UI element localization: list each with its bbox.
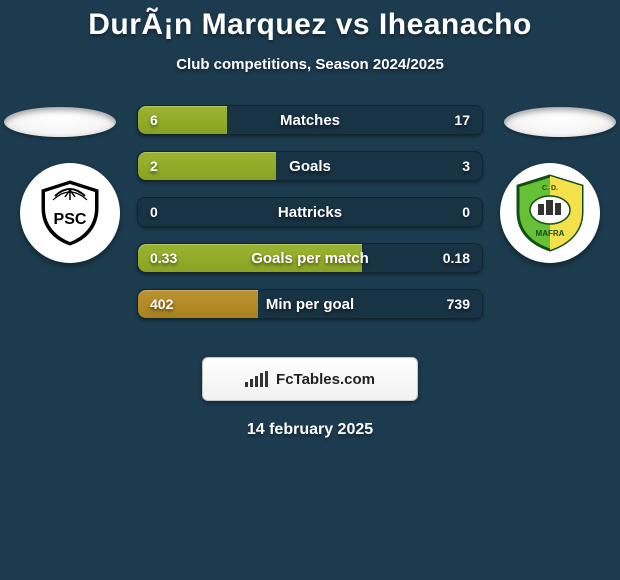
stat-right-value: 3 [450, 152, 482, 180]
date-label: 14 february 2025 [0, 421, 620, 439]
stat-right-value: 0.18 [431, 244, 482, 272]
bars-icon [245, 371, 268, 387]
stat-right-value: 17 [442, 106, 482, 134]
stat-row: 6 Matches 17 [137, 105, 483, 135]
stat-left-value: 402 [138, 290, 185, 318]
page-title: DurÃ¡n Marquez vs Iheanacho [0, 0, 620, 42]
svg-text:MAFRA: MAFRA [536, 229, 565, 238]
stat-left-value: 0 [138, 198, 170, 226]
stat-left-value: 0.33 [138, 244, 189, 272]
stat-right-value: 0 [450, 198, 482, 226]
brand-box[interactable]: FcTables.com [202, 357, 418, 401]
stat-row: 0.33 Goals per match 0.18 [137, 243, 483, 273]
stat-right-value: 739 [435, 290, 482, 318]
club-crest-left-icon: PSC [35, 178, 105, 248]
stat-row: 402 Min per goal 739 [137, 289, 483, 319]
comparison-area: PSC C. D. MAFRA 6 Matches 17 [0, 105, 620, 337]
brand-label: FcTables.com [276, 371, 375, 388]
club-crest-right-icon: C. D. MAFRA [514, 174, 586, 252]
svg-text:PSC: PSC [54, 211, 87, 228]
stat-left-value: 2 [138, 152, 170, 180]
flag-placeholder-right [504, 107, 616, 137]
stat-rows: 6 Matches 17 2 Goals 3 0 Hattricks 0 0.3… [137, 105, 483, 335]
stat-row: 2 Goals 3 [137, 151, 483, 181]
stat-label: Hattricks [138, 198, 482, 226]
flag-placeholder-left [4, 107, 116, 137]
stat-row: 0 Hattricks 0 [137, 197, 483, 227]
stat-left-value: 6 [138, 106, 170, 134]
svg-text:C. D.: C. D. [542, 185, 558, 192]
team-badge-left: PSC [20, 163, 120, 263]
page-subtitle: Club competitions, Season 2024/2025 [0, 56, 620, 73]
team-badge-right: C. D. MAFRA [500, 163, 600, 263]
